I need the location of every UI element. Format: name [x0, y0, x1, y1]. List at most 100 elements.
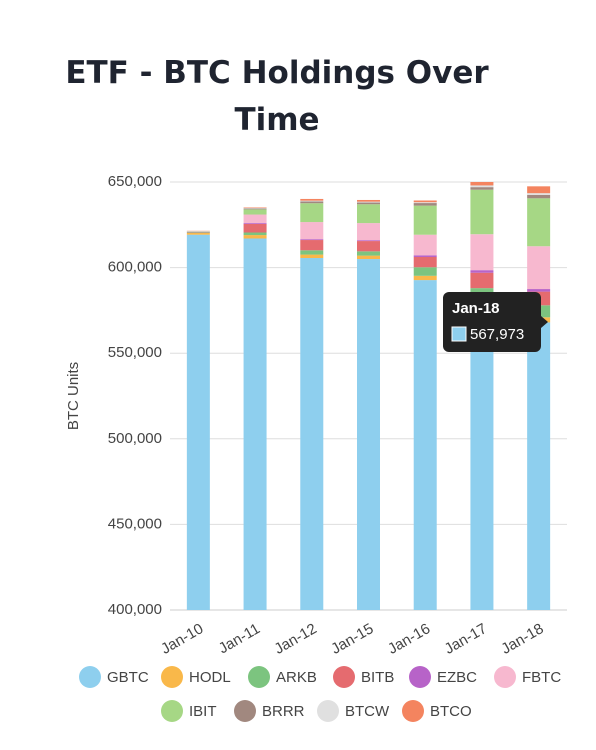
bar-segment — [243, 214, 267, 224]
legend-label: BITB — [361, 669, 394, 686]
legend-label: EZBC — [437, 669, 477, 686]
bar-segment — [357, 259, 380, 610]
bar-segment — [527, 246, 551, 290]
bar-segment — [413, 280, 437, 610]
legend-label: BTCW — [345, 703, 390, 720]
bar-segment — [300, 203, 324, 223]
x-tick-label: Jan-11 — [216, 620, 263, 657]
x-tick-label: Jan-17 — [442, 620, 490, 658]
legend-swatch — [161, 700, 183, 722]
bar-segment — [413, 202, 437, 204]
bar-segment — [300, 250, 324, 255]
bar-segment — [470, 303, 494, 610]
y-axis-label: BTC Units — [65, 362, 82, 430]
legend-swatch — [317, 700, 339, 722]
bar-segment — [186, 234, 210, 610]
bar-segment — [527, 186, 551, 194]
bar-segment — [413, 275, 437, 281]
legend-swatch — [79, 666, 101, 688]
bar-segment — [413, 234, 437, 256]
bar-segment — [527, 193, 551, 195]
bar-segment — [470, 272, 494, 289]
x-tick-label: Jan-15 — [328, 620, 376, 658]
bar-segment — [300, 254, 324, 259]
x-tick-label: Jan-16 — [385, 620, 433, 658]
legend-label: ARKB — [276, 669, 317, 686]
legend-swatch — [234, 700, 256, 722]
legend-label: IBIT — [189, 703, 217, 720]
bar-segment — [300, 222, 324, 240]
bar-segment — [470, 185, 494, 188]
bar-segment — [300, 201, 324, 204]
bar-segment — [357, 202, 380, 205]
bar-segment — [470, 187, 494, 190]
legend-swatch — [409, 666, 431, 688]
x-tick-label: Jan-18 — [498, 620, 546, 658]
bar-segment — [243, 207, 267, 209]
tooltip-pointer — [541, 316, 548, 328]
legend-swatch — [402, 700, 424, 722]
tooltip-swatch — [451, 326, 467, 342]
bar-segment — [357, 199, 380, 202]
y-tick-label: 500,000 — [108, 430, 162, 447]
bar-segment — [470, 182, 494, 186]
bar-segment — [527, 322, 551, 610]
bar-segment — [243, 232, 267, 236]
legend-label: FBTC — [522, 669, 561, 686]
y-tick-label: 400,000 — [108, 601, 162, 618]
bar-segment — [413, 255, 437, 257]
x-tick-label: Jan-12 — [272, 620, 320, 658]
bar-segment — [413, 200, 437, 203]
legend-swatch — [248, 666, 270, 688]
bar-segment — [357, 240, 380, 242]
bar-segment — [527, 289, 551, 292]
bar-segment — [300, 198, 324, 201]
bar-segment — [357, 201, 380, 203]
y-tick-label: 450,000 — [108, 515, 162, 532]
y-tick-label: 650,000 — [108, 173, 162, 190]
bar-segment — [300, 240, 324, 251]
bar-segment — [413, 203, 437, 206]
bar-segment — [243, 223, 267, 233]
bar-segment — [357, 255, 380, 260]
bar-segment — [243, 208, 267, 209]
bar-segment — [357, 251, 380, 256]
bar-segment — [357, 241, 380, 252]
bar-segment — [527, 198, 551, 247]
bar-segment — [413, 267, 437, 276]
legend-label: GBTC — [107, 669, 149, 686]
bar-segment — [300, 200, 324, 202]
bar-segment — [470, 270, 494, 273]
x-tick-label: Jan-10 — [158, 620, 206, 658]
y-tick-label: 600,000 — [108, 259, 162, 276]
tooltip-title: Jan-18 — [452, 300, 500, 317]
legend-label: BTCO — [430, 703, 472, 720]
bar-segment — [186, 232, 210, 235]
bar-segment — [243, 235, 267, 239]
y-tick-label: 550,000 — [108, 344, 162, 361]
legend-label: HODL — [189, 669, 231, 686]
bar-segment — [470, 234, 494, 271]
bar-segment — [300, 239, 324, 241]
tooltip: Jan-18 567,973 — [443, 292, 548, 352]
bar-segment — [243, 208, 267, 210]
bar-segment — [470, 189, 494, 235]
legend-swatch — [494, 666, 516, 688]
legend-swatch — [333, 666, 355, 688]
bar-segment — [243, 209, 267, 215]
legend-label: BRRR — [262, 703, 305, 720]
legend-swatch — [161, 666, 183, 688]
bar-segment — [413, 256, 437, 268]
tooltip-value: 567,973 — [470, 326, 524, 343]
bar-segment — [243, 223, 267, 224]
tooltip-box — [443, 292, 541, 352]
bar-segment — [357, 204, 380, 224]
bar-segment — [300, 258, 324, 610]
bar-segment — [413, 205, 437, 235]
chart-title: ETF - BTC Holdings Over Time — [65, 55, 489, 138]
bar-segment — [186, 232, 210, 233]
bar-segment — [527, 194, 551, 199]
bar-segment — [243, 238, 267, 610]
